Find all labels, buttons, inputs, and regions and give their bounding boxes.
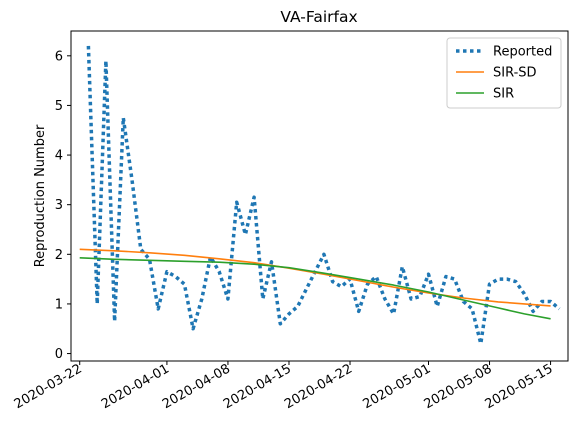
plot-frame — [70, 30, 569, 362]
series-layer — [79, 45, 561, 346]
y-tick-label: 3 — [55, 198, 63, 213]
legend: Reported SIR-SD SIR — [446, 37, 562, 109]
series-line-sir-sd — [79, 248, 551, 307]
x-tick-label: 2020-04-08 — [160, 361, 233, 412]
legend-label: SIR-SD — [493, 66, 537, 81]
y-tick-label: 2 — [55, 248, 63, 263]
x-tick-label: 2020-05-01 — [361, 361, 434, 412]
x-tick-label: 2020-03-22 — [12, 361, 85, 412]
chart-title: VA-Fairfax — [280, 8, 357, 26]
x-tick-label: 2020-05-08 — [422, 361, 495, 412]
x-tick-label: 2020-05-15 — [483, 361, 556, 412]
y-axis-label: Reproduction Number — [33, 124, 48, 267]
series-line-sir — [79, 257, 551, 320]
x-tick-label: 2020-04-01 — [99, 361, 172, 412]
series-line-reported — [86, 45, 561, 346]
legend-box — [446, 37, 562, 109]
y-tick-label: 6 — [55, 49, 63, 64]
x-tick-label: 2020-04-22 — [282, 361, 355, 412]
y-tick-label: 1 — [55, 297, 63, 312]
legend-label: SIR — [493, 87, 514, 102]
x-tick-label: 2020-04-15 — [221, 361, 294, 412]
y-tick-label: 5 — [55, 99, 63, 114]
legend-label: Reported — [493, 45, 552, 60]
y-tick-label: 4 — [55, 149, 63, 164]
y-tick-label: 0 — [55, 347, 63, 362]
